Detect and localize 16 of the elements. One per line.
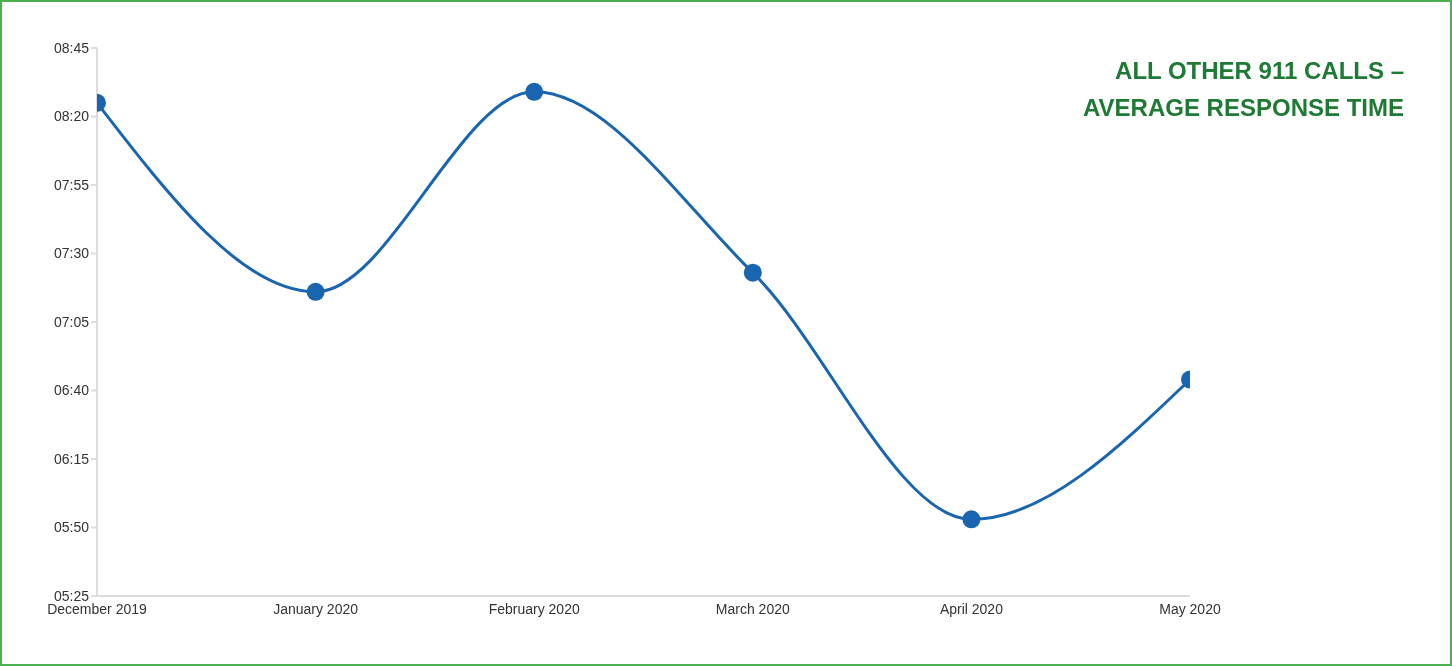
y-tick-label: 06:15 <box>53 450 90 467</box>
y-tick-label: 07:05 <box>53 313 90 330</box>
x-tick-label: March 2020 <box>715 600 790 617</box>
point <box>743 263 762 282</box>
y-tick-label: 07:30 <box>53 245 90 262</box>
y-tick-label: 07:55 <box>53 176 90 193</box>
point <box>525 82 544 101</box>
y-tick-label: 06:40 <box>53 382 90 399</box>
x-tick-label: January 2020 <box>273 600 359 617</box>
x-tick-label: May 2020 <box>1159 600 1221 617</box>
x-tick-label: February 2020 <box>488 600 580 617</box>
y-tick-label: 08:20 <box>53 108 90 125</box>
text: ALL OTHER 911 CALLS – AVERAGE RESPONSE TIME <box>1082 56 1404 123</box>
y-tick-label: 08:45 <box>53 39 90 56</box>
x-tick-label: April 2020 <box>939 600 1004 617</box>
y-tick-label: 05:50 <box>53 519 90 536</box>
